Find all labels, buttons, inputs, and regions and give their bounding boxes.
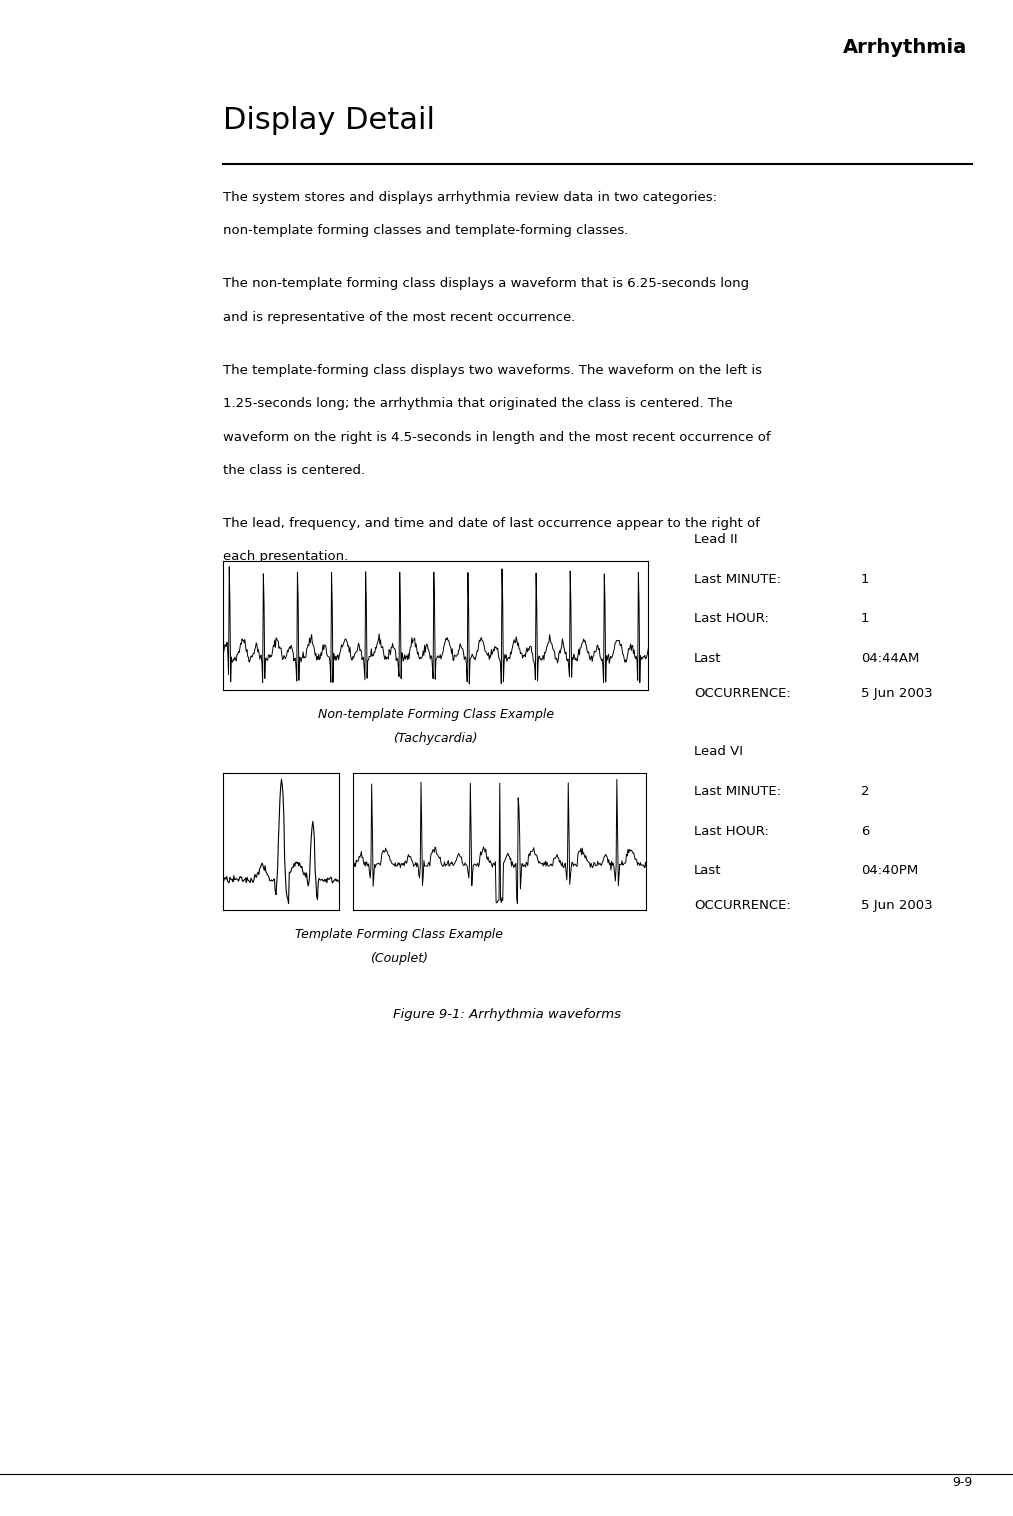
- Text: 04:40PM: 04:40PM: [861, 864, 919, 878]
- Text: OCCURRENCE:: OCCURRENCE:: [694, 899, 791, 911]
- Text: waveform on the right is 4.5-seconds in length and the most recent occurrence of: waveform on the right is 4.5-seconds in …: [223, 431, 771, 444]
- Text: 5 Jun 2003: 5 Jun 2003: [861, 687, 933, 699]
- Text: 1: 1: [861, 573, 869, 587]
- Text: Lead II: Lead II: [694, 532, 737, 546]
- Text: 9-9: 9-9: [952, 1475, 972, 1489]
- Text: Lead VI: Lead VI: [694, 744, 743, 758]
- Text: 1.25-seconds long; the arrhythmia that originated the class is centered. The: 1.25-seconds long; the arrhythmia that o…: [223, 397, 732, 411]
- Text: the class is centered.: the class is centered.: [223, 464, 365, 478]
- Text: The template-forming class displays two waveforms. The waveform on the left is: The template-forming class displays two …: [223, 364, 762, 377]
- Text: Last: Last: [694, 652, 721, 666]
- Text: 2: 2: [861, 785, 869, 799]
- Text: Display Detail: Display Detail: [223, 106, 435, 135]
- Text: 6: 6: [861, 825, 869, 838]
- Text: 04:44AM: 04:44AM: [861, 652, 920, 666]
- Text: Non-template Forming Class Example: Non-template Forming Class Example: [317, 708, 554, 722]
- Text: each presentation.: each presentation.: [223, 550, 348, 564]
- Text: 5 Jun 2003: 5 Jun 2003: [861, 899, 933, 911]
- Text: Last: Last: [694, 864, 721, 878]
- Text: The system stores and displays arrhythmia review data in two categories:: The system stores and displays arrhythmi…: [223, 191, 717, 205]
- Text: (Couplet): (Couplet): [370, 952, 428, 966]
- Text: non-template forming classes and template-forming classes.: non-template forming classes and templat…: [223, 224, 628, 238]
- Text: Last MINUTE:: Last MINUTE:: [694, 785, 781, 799]
- Text: The lead, frequency, and time and date of last occurrence appear to the right of: The lead, frequency, and time and date o…: [223, 517, 760, 531]
- Text: OCCURRENCE:: OCCURRENCE:: [694, 687, 791, 699]
- Text: Arrhythmia: Arrhythmia: [843, 38, 967, 58]
- Text: (Tachycardia): (Tachycardia): [393, 732, 478, 746]
- Text: Figure 9-1: Arrhythmia waveforms: Figure 9-1: Arrhythmia waveforms: [392, 1008, 621, 1022]
- Text: Last HOUR:: Last HOUR:: [694, 612, 769, 626]
- Text: and is representative of the most recent occurrence.: and is representative of the most recent…: [223, 311, 575, 324]
- Text: Last MINUTE:: Last MINUTE:: [694, 573, 781, 587]
- Text: Last HOUR:: Last HOUR:: [694, 825, 769, 838]
- Text: 1: 1: [861, 612, 869, 626]
- Text: Template Forming Class Example: Template Forming Class Example: [295, 928, 503, 941]
- Text: The non-template forming class displays a waveform that is 6.25-seconds long: The non-template forming class displays …: [223, 277, 749, 291]
